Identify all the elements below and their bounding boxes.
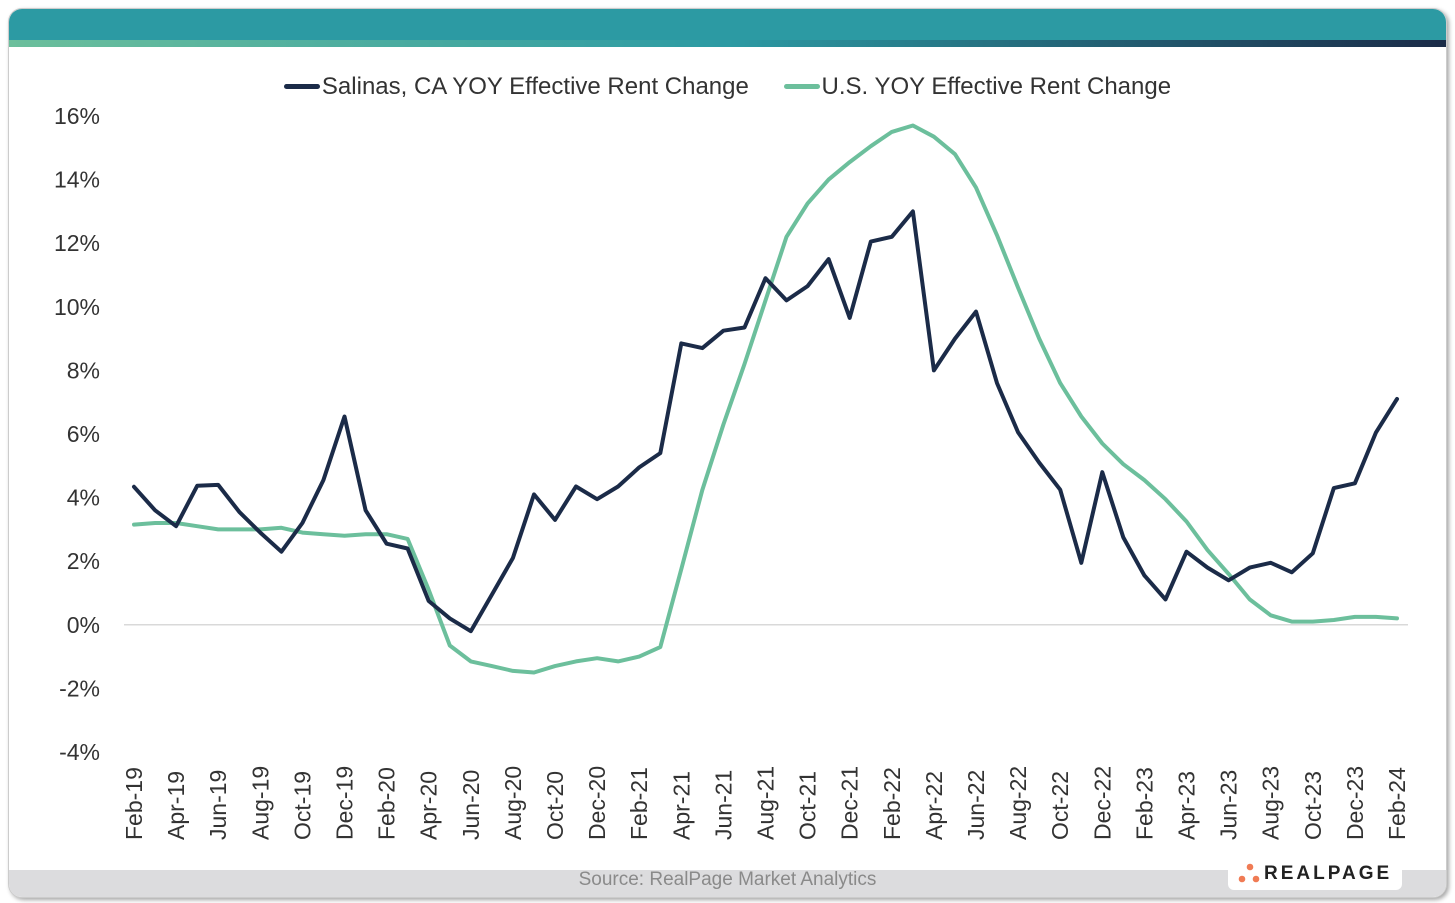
y-tick-label: 4% [67,485,100,511]
logo-text: REALPAGE [1264,863,1393,884]
legend-label-us: U.S. YOY Effective Rent Change [821,72,1172,100]
y-tick-label: 0% [67,612,100,638]
legend-item-salinas: Salinas, CA YOY Effective Rent Change [283,72,749,101]
y-tick-label: 10% [54,294,100,320]
series-line-us [132,123,1399,675]
x-tick-label: Apr-22 [921,771,947,840]
x-tick-label: Aug-22 [1005,766,1031,840]
y-tick-label: 12% [54,230,100,256]
header-gradient-strip [9,40,1446,47]
x-tick-label: Dec-22 [1089,766,1115,840]
x-tick-label: Jun-22 [963,770,989,840]
x-tick-label: Jun-19 [205,770,231,840]
x-tick-label: Aug-19 [247,766,273,840]
legend-swatch-salinas [283,84,320,89]
legend-item-us: U.S. YOY Effective Rent Change [783,72,1172,101]
y-tick-label: 2% [67,548,100,574]
legend: Salinas, CA YOY Effective Rent Change U.… [0,68,1455,101]
footer-band [9,870,1446,897]
x-tick-label: Apr-19 [163,771,189,840]
x-tick-label: Oct-23 [1300,771,1326,840]
x-tick-label: Oct-22 [1047,771,1073,840]
x-tick-label: Dec-23 [1342,766,1368,840]
x-tick-label: Apr-23 [1174,771,1200,840]
x-tick-label: Feb-23 [1131,767,1157,840]
x-tick-label: Apr-21 [668,771,694,840]
x-tick-label: Jun-21 [710,770,736,840]
x-tick-label: Apr-20 [416,771,442,840]
source-note: Source: RealPage Market Analytics [578,869,877,890]
y-tick-label: 16% [54,103,100,129]
x-tick-label: Feb-21 [626,767,652,840]
x-tick-label: Feb-19 [121,767,147,840]
y-tick-label: -4% [59,739,100,765]
x-tick-label: Aug-23 [1258,766,1284,840]
legend-label-salinas: Salinas, CA YOY Effective Rent Change [321,72,749,100]
x-tick-label: Oct-20 [542,771,568,840]
y-tick-label: 6% [67,421,100,447]
x-tick-label: Feb-22 [879,767,905,840]
x-tick-label: Feb-20 [374,767,400,840]
x-tick-label: Dec-21 [837,766,863,840]
chart-card [8,8,1447,898]
legend-swatch-us [783,84,820,89]
series-line-salinas [132,209,1399,634]
x-tick-label: Jun-23 [1216,770,1242,840]
y-tick-label: 14% [54,167,100,193]
y-tick-label: -2% [59,675,100,701]
logo-dots-icon [1238,863,1260,883]
x-tick-label: Oct-19 [289,771,315,840]
x-tick-label: Dec-19 [332,766,358,840]
x-tick-label: Dec-20 [584,766,610,840]
x-tick-label: Aug-20 [500,766,526,840]
x-tick-label: Feb-24 [1384,767,1410,840]
x-tick-label: Jun-20 [458,770,484,840]
realpage-logo: REALPAGE [1228,858,1402,890]
x-tick-label: Aug-21 [753,766,779,840]
x-tick-label: Oct-21 [795,771,821,840]
y-tick-label: 8% [67,357,100,383]
